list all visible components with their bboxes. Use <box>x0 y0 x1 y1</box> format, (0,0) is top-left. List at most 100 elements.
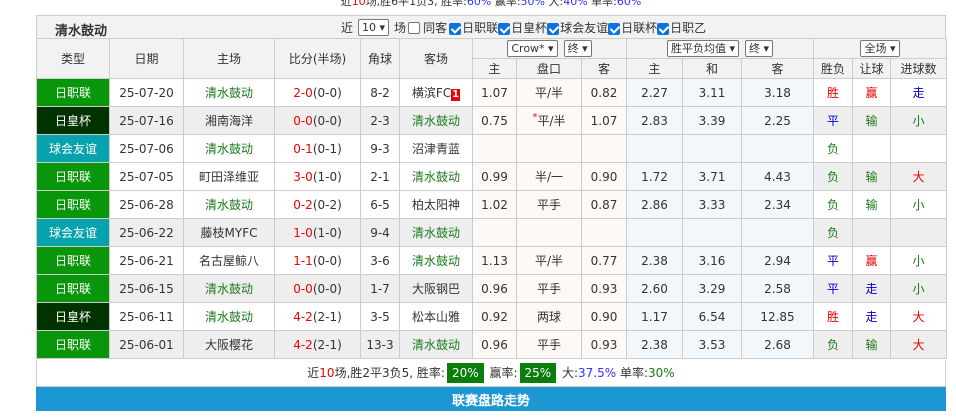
col-eu-home: 主 <box>626 58 683 79</box>
league-checkbox[interactable] <box>498 22 511 35</box>
score[interactable]: 0-0(0-0) <box>274 106 361 135</box>
count: 10 <box>319 366 335 380</box>
away-team[interactable]: 松本山雅 <box>399 302 473 331</box>
score[interactable]: 2-0(0-0) <box>274 78 361 107</box>
home-team[interactable]: 清水鼓动 <box>183 302 275 331</box>
same-host-checkbox[interactable] <box>408 21 421 34</box>
away-team[interactable]: 清水鼓动 <box>399 106 473 135</box>
home-team[interactable]: 大阪樱花 <box>183 330 275 359</box>
ah-result: 输 <box>852 330 891 359</box>
eu-away-odds: 3.18 <box>741 78 814 107</box>
home-team[interactable]: 清水鼓动 <box>183 134 275 163</box>
away-team[interactable]: 清水鼓动 <box>399 246 473 275</box>
table-row: 日职联 25-06-28 清水鼓动 0-2(0-2) 6-5 柏太阳神 1.02… <box>36 190 947 219</box>
corners: 13-3 <box>360 330 400 359</box>
title-bar: 清水鼓动 近 10 ▾ 场 同客 日职联 日皇杯 球会友谊 日联杯 日职乙 <box>36 16 946 39</box>
match-type[interactable]: 日职联 <box>36 274 110 303</box>
away-team[interactable]: 横滨FC1 <box>399 78 473 107</box>
ah-result: 输 <box>852 162 891 191</box>
match-type[interactable]: 日职联 <box>36 190 110 219</box>
ying-rate: 25% <box>519 363 557 383</box>
match-type[interactable]: 日职联 <box>36 78 110 107</box>
score[interactable]: 4-2(2-1) <box>274 330 361 359</box>
ah-line <box>516 218 582 247</box>
home-team[interactable]: 名古屋鲸八 <box>183 246 275 275</box>
eu-draw-odds: 3.33 <box>682 190 742 219</box>
final-select-1[interactable]: 终 ▾ <box>563 40 592 57</box>
score[interactable]: 1-0(1-0) <box>274 218 361 247</box>
eu-draw-odds: 3.39 <box>682 106 742 135</box>
eu-draw-odds <box>682 218 742 247</box>
ah-result: 走 <box>852 302 891 331</box>
t: 赢率: <box>485 366 518 380</box>
half-time-score: (1-0) <box>312 169 342 184</box>
col-away: 客场 <box>399 38 473 79</box>
home-team[interactable]: 町田泽维亚 <box>183 162 275 191</box>
goals-result: 小 <box>890 190 947 219</box>
unit-label: 场 <box>394 21 407 35</box>
final-select-2[interactable]: 终 ▾ <box>745 40 774 57</box>
league-checkbox[interactable] <box>608 22 621 35</box>
col-score: 比分(半场) <box>274 38 361 79</box>
match-type[interactable]: 球会友谊 <box>36 134 110 163</box>
match-type[interactable]: 日职联 <box>36 246 110 275</box>
europe-select[interactable]: 胜平负均值 ▾ <box>666 40 739 57</box>
score[interactable]: 0-2(0-2) <box>274 190 361 219</box>
home-team[interactable]: 清水鼓动 <box>183 190 275 219</box>
home-team[interactable]: 清水鼓动 <box>183 78 275 107</box>
win-rate: 20% <box>446 363 484 383</box>
away-team-name: 清水鼓动 <box>411 226 460 240</box>
scope-select[interactable]: 全场 ▾ <box>860 40 900 57</box>
company-select[interactable]: Crow* ▾ <box>507 40 558 57</box>
win-loss: 负 <box>813 218 853 247</box>
count-value: 10 <box>362 21 377 34</box>
away-team-name: 大阪钢巴 <box>411 282 460 296</box>
goals-result <box>890 134 947 163</box>
away-team[interactable]: 清水鼓动 <box>399 162 473 191</box>
score[interactable]: 4-2(2-1) <box>274 302 361 331</box>
t: 大: <box>545 0 564 8</box>
home-team[interactable]: 湘南海洋 <box>183 106 275 135</box>
score[interactable]: 0-1(0-1) <box>274 134 361 163</box>
eu-home-odds: 1.17 <box>626 302 683 331</box>
league-checkbox[interactable] <box>449 22 462 35</box>
away-team[interactable]: 大阪钢巴 <box>399 274 473 303</box>
eu-away-odds <box>741 218 814 247</box>
home-team[interactable]: 藤枝MYFC <box>183 218 275 247</box>
away-team[interactable]: 沼津青蓝 <box>399 134 473 163</box>
match-type[interactable]: 球会友谊 <box>36 218 110 247</box>
eu-draw-odds: 3.16 <box>682 246 742 275</box>
count-select[interactable]: 10 ▾ <box>358 19 390 36</box>
away-team[interactable]: 清水鼓动 <box>399 218 473 247</box>
eu-home-odds: 2.38 <box>626 330 683 359</box>
ah-line: 两球 <box>516 302 582 331</box>
score[interactable]: 0-0(0-0) <box>274 274 361 303</box>
corners: 3-5 <box>360 302 400 331</box>
score[interactable]: 3-0(1-0) <box>274 162 361 191</box>
ah-result: 走 <box>852 274 891 303</box>
away-team-name: 柏太阳神 <box>411 198 460 212</box>
home-team[interactable]: 清水鼓动 <box>183 274 275 303</box>
big-rate: 37.5% <box>578 366 617 380</box>
league-checkbox[interactable] <box>547 22 560 35</box>
col-date: 日期 <box>109 38 184 79</box>
ah-line <box>516 134 582 163</box>
away-team-name: 松本山雅 <box>411 310 460 324</box>
league-label: 日皇杯 <box>511 21 548 35</box>
match-type[interactable]: 日职联 <box>36 330 110 359</box>
full-time-score: 4-2 <box>293 309 313 324</box>
line-value: 平手 <box>536 282 561 296</box>
match-type[interactable]: 日皇杯 <box>36 302 110 331</box>
ah-line: 平手 <box>516 330 582 359</box>
score[interactable]: 1-1(0-0) <box>274 246 361 275</box>
col-ah-away: 客 <box>581 58 627 79</box>
match-type[interactable]: 日职联 <box>36 162 110 191</box>
away-team[interactable]: 柏太阳神 <box>399 190 473 219</box>
match-type[interactable]: 日皇杯 <box>36 106 110 135</box>
ah-result: 输 <box>852 106 891 135</box>
away-team[interactable]: 清水鼓动 <box>399 330 473 359</box>
single-rate: 30% <box>648 366 675 380</box>
league-checkbox[interactable] <box>657 22 670 35</box>
win-loss: 负 <box>813 190 853 219</box>
eu-home-odds: 1.72 <box>626 162 683 191</box>
